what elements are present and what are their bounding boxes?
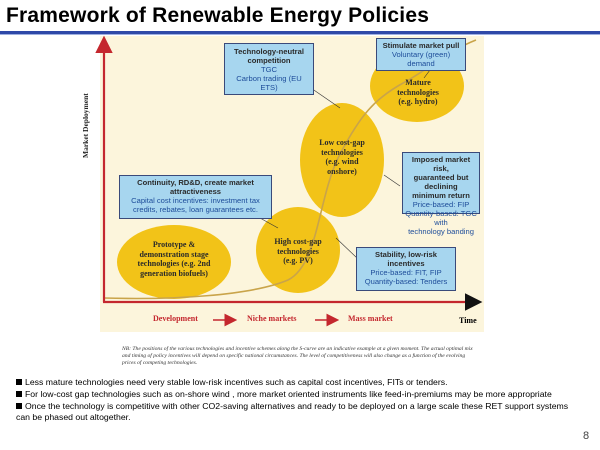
connector-imposed: [383, 174, 401, 187]
bullet-square-icon: [16, 379, 22, 385]
phase-mass-market: Mass market: [348, 314, 393, 323]
policy-box-market-pull: Stimulate market pull Voluntary (green) …: [376, 38, 466, 71]
phase-development: Development: [153, 314, 198, 323]
x-axis-label: Time: [459, 316, 477, 325]
title-underline: [0, 31, 600, 34]
y-axis-label: Market Deployment: [81, 93, 90, 158]
policy-box-tech-neutral: Technology-neutral competition TGC Carbo…: [224, 43, 314, 95]
s-curve: [103, 39, 477, 300]
page-number: 8: [583, 430, 590, 442]
diagram-note: NB: The positions of the various technol…: [122, 346, 473, 366]
policy-box-continuity: Continuity, RD&D, create market attracti…: [119, 175, 272, 219]
bullet-item: Less mature technologies need very stabl…: [16, 377, 576, 389]
bullet-list: Less mature technologies need very stabl…: [16, 377, 576, 424]
connector-stability: [335, 237, 358, 259]
stage-oval-prototype: [117, 225, 231, 299]
stage-label-mature: Mature technologies (e.g. hydro): [397, 78, 439, 106]
stage-label-prototype: Prototype & demonstration stage technolo…: [137, 240, 211, 278]
policy-box-stability: Stability, low-risk incentives Price-bas…: [356, 247, 456, 291]
y-axis-label-wrap: Market Deployment: [79, 40, 97, 160]
slide-title: Framework of Renewable Energy Policies: [6, 4, 430, 27]
bullet-square-icon: [16, 402, 22, 409]
stage-oval-low-cost: [300, 103, 384, 217]
stage-oval-high-cost: [256, 207, 340, 293]
phase-niche-markets: Niche markets: [247, 314, 297, 323]
bullet-item: Once the technology is competitive with …: [16, 400, 569, 423]
bullet-square-icon: [16, 390, 22, 397]
policy-box-imposed-risk: Imposed market risk, guaranteed but decl…: [402, 152, 480, 236]
stage-label-high-cost: High cost-gap technologies (e.g. PV): [274, 237, 322, 265]
connector-market-pull: [423, 69, 431, 79]
title-underline-light: [0, 34, 600, 35]
stage-label-low-cost: Low cost-gap technologies (e.g. wind ons…: [319, 138, 365, 176]
bullet-item: For low-cost gap technologies such as on…: [16, 389, 576, 401]
connector-continuity: [259, 217, 279, 229]
